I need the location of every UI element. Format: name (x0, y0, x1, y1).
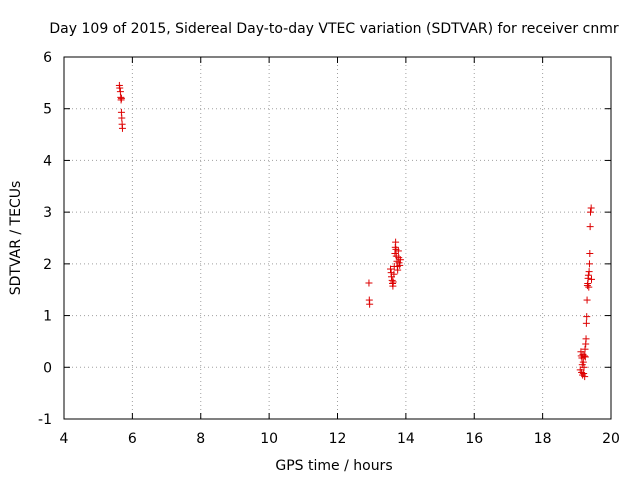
data-points (115, 81, 596, 381)
data-point (585, 260, 593, 268)
data-point (392, 238, 400, 246)
data-point (389, 278, 397, 286)
data-point (585, 268, 593, 276)
data-point (365, 279, 373, 287)
data-point (118, 114, 126, 122)
data-point (117, 94, 125, 102)
y-tick-label: 0 (43, 360, 52, 376)
x-tick-label: 16 (465, 431, 483, 447)
data-point (588, 275, 596, 283)
data-point (583, 313, 591, 321)
y-tick-label: 5 (43, 102, 52, 118)
data-point (586, 208, 594, 216)
data-point (580, 363, 588, 371)
y-axis-label: SDTVAR / TECUs (8, 181, 24, 296)
data-point (581, 345, 589, 353)
y-tick-label: 6 (43, 50, 52, 66)
x-tick-label: 12 (329, 431, 347, 447)
data-point (587, 204, 595, 212)
x-tick-label: 6 (128, 431, 137, 447)
x-tick-label: 10 (260, 431, 278, 447)
data-point (366, 300, 374, 308)
x-axis-label: GPS time / hours (275, 458, 392, 474)
data-point (580, 352, 588, 360)
x-tick-label: 4 (60, 431, 69, 447)
data-point (586, 223, 594, 231)
data-point (396, 256, 404, 264)
y-tick-label: -1 (38, 412, 52, 428)
data-point (580, 369, 588, 377)
data-point (116, 84, 124, 92)
data-point (386, 265, 394, 273)
data-point (579, 358, 587, 366)
y-axis: -1 0 1 2 3 4 5 6 (38, 50, 611, 428)
y-tick-label: 4 (43, 153, 52, 169)
data-point (390, 270, 398, 278)
data-point (394, 247, 402, 255)
data-point (583, 296, 591, 304)
y-tick-label: 1 (43, 309, 52, 325)
data-point (581, 353, 589, 361)
data-point (585, 283, 593, 291)
x-tick-label: 8 (196, 431, 205, 447)
x-axis: 4 6 8 10 12 14 16 18 20 (60, 57, 620, 447)
chart-title: Day 109 of 2015, Sidereal Day-to-day VTE… (49, 21, 618, 37)
y-tick-label: 2 (43, 257, 52, 273)
x-tick-label: 20 (602, 431, 620, 447)
data-point (582, 319, 590, 327)
data-point (581, 373, 589, 381)
gridlines (64, 57, 611, 419)
data-point (118, 124, 126, 132)
x-tick-label: 18 (534, 431, 552, 447)
x-tick-label: 14 (397, 431, 415, 447)
data-point (586, 250, 594, 258)
data-point (584, 271, 592, 279)
data-point (582, 335, 590, 343)
data-point (396, 261, 404, 269)
data-point (394, 266, 402, 274)
y-tick-label: 3 (43, 205, 52, 221)
